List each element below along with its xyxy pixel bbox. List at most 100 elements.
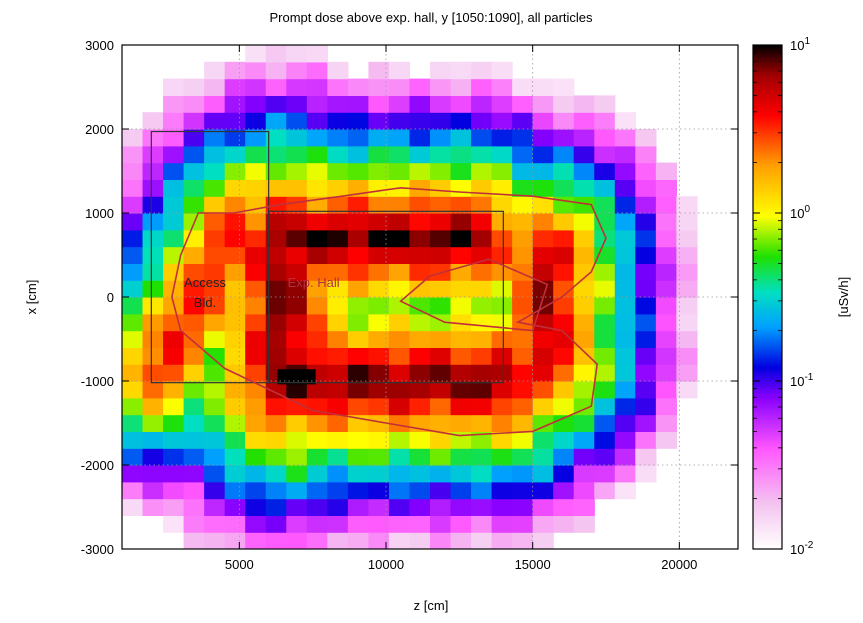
heatmap-cell	[553, 112, 575, 130]
heatmap-cell	[614, 179, 636, 197]
heatmap-cell	[286, 229, 308, 248]
colorbar-tick-label: 10-1	[790, 372, 814, 389]
heatmap-cell	[450, 532, 472, 549]
x-axis-label: z [cm]	[414, 598, 449, 613]
heatmap-cell	[245, 129, 267, 147]
heatmap-cell	[512, 381, 534, 399]
colorbar	[752, 44, 783, 550]
heatmap-cell	[553, 381, 575, 399]
heatmap-cell	[245, 145, 267, 164]
heatmap-cell	[265, 330, 287, 348]
heatmap-cell	[347, 129, 369, 147]
heatmap-cell	[265, 61, 287, 80]
heatmap-cell	[635, 280, 657, 298]
heatmap-cell	[655, 313, 677, 332]
heatmap-cell	[163, 330, 185, 348]
heatmap-cell	[142, 213, 164, 231]
heatmap-cell	[512, 145, 534, 164]
heatmap-cell	[430, 280, 452, 298]
heatmap-cell	[347, 397, 369, 416]
heatmap-cell	[594, 179, 616, 197]
heatmap-cell	[327, 129, 349, 147]
heatmap-cell	[512, 78, 534, 96]
heatmap-cell	[471, 414, 493, 432]
heatmap-cell	[655, 381, 677, 399]
heatmap-cell	[368, 364, 390, 382]
heatmap-cell	[450, 414, 472, 432]
y-tick-label: 0	[107, 290, 114, 305]
heatmap-cell	[553, 145, 575, 164]
heatmap-cell	[286, 498, 308, 516]
heatmap-cell	[388, 364, 411, 382]
heatmap-cell	[245, 162, 267, 180]
heatmap-cell	[471, 61, 493, 80]
heatmap-cell	[553, 213, 575, 231]
heatmap-cell	[163, 179, 185, 197]
heatmap-cell	[573, 313, 595, 332]
heatmap-cell	[368, 196, 390, 214]
heatmap-cell	[286, 112, 308, 130]
heatmap-cell	[594, 313, 616, 332]
heatmap-cell	[409, 347, 431, 365]
heatmap-cell	[553, 465, 575, 483]
heatmap-cell	[512, 330, 534, 348]
heatmap-cell	[450, 297, 472, 315]
heatmap-cell	[553, 313, 575, 332]
heatmap-cell	[491, 112, 513, 130]
heatmap-cell	[306, 313, 328, 332]
heatmap-cell	[635, 129, 657, 147]
heatmap-cell	[265, 515, 287, 533]
heatmap-cell	[491, 95, 513, 113]
y-tick-label: -2000	[81, 458, 114, 473]
heatmap-cell	[265, 162, 287, 180]
heatmap-cell	[163, 397, 185, 416]
heatmap-cell	[573, 129, 595, 147]
heatmap-cell	[327, 330, 349, 348]
y-tick-label: 2000	[85, 122, 114, 137]
heatmap-cell	[491, 162, 513, 180]
heatmap-cell	[614, 263, 636, 281]
heatmap-cell	[368, 263, 390, 281]
y-tick-label: -3000	[81, 542, 114, 557]
heatmap-cell	[327, 145, 349, 164]
heatmap-cell	[204, 414, 226, 432]
heatmap-cell	[409, 196, 431, 214]
heatmap-cell	[635, 414, 657, 432]
heatmap-cell	[471, 145, 493, 164]
heatmap-cell	[491, 129, 513, 147]
heatmap-cell	[471, 515, 493, 533]
heatmap-cell	[430, 448, 452, 466]
heatmap-cell	[594, 196, 616, 214]
heatmap-cell	[553, 229, 575, 248]
heatmap-cell	[245, 179, 267, 197]
heatmap-cell	[163, 196, 185, 214]
heatmap-cell	[388, 515, 411, 533]
heatmap-cell	[471, 263, 493, 281]
heatmap-cell	[430, 481, 452, 500]
heatmap-cell	[347, 347, 369, 365]
heatmap-cell	[327, 78, 349, 96]
heatmap-cell	[471, 280, 493, 298]
heatmap-cell	[245, 213, 267, 231]
heatmap-cell	[655, 364, 677, 382]
heatmap-cell	[573, 448, 595, 466]
heatmap-cell	[573, 515, 595, 533]
heatmap-cell	[553, 179, 575, 197]
heatmap-cell	[409, 515, 431, 533]
heatmap-cell	[409, 213, 431, 231]
heatmap-cell	[512, 229, 534, 248]
heatmap-cell	[142, 263, 164, 281]
heatmap-cell	[163, 431, 185, 449]
heatmap-cell	[430, 263, 452, 281]
heatmap-cell	[122, 246, 144, 264]
heatmap-cell	[532, 229, 554, 248]
heatmap-cell	[676, 229, 698, 248]
heatmap-cell	[122, 313, 144, 332]
heatmap-cell	[245, 414, 267, 432]
heatmap-cell	[471, 95, 493, 113]
heatmap-cell	[655, 213, 677, 231]
heatmap-cell	[450, 95, 472, 113]
heatmap-cell	[122, 498, 144, 516]
heatmap-cell	[122, 196, 144, 214]
heatmap-cell	[573, 112, 595, 130]
